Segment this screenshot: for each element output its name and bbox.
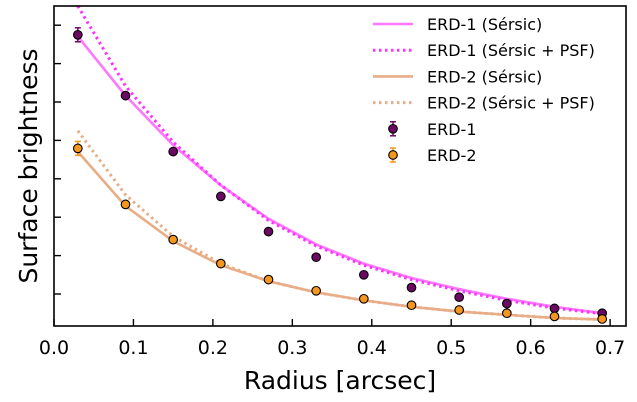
data-point [72, 29, 83, 40]
x-axis: 0.0 0.1 0.2 0.3 0.4 0.5 0.6 0.7 [39, 319, 625, 359]
series-line [76, 35, 603, 315]
data-point [597, 314, 608, 324]
series-line [76, 150, 603, 321]
legend-label: ERD-2 (Sérsic) [427, 67, 542, 86]
legend: ERD-1 (Sérsic) ERD-1 (Sérsic + PSF) ERD-2 … [373, 15, 595, 165]
data-point [168, 234, 179, 245]
data-point [549, 303, 560, 314]
data-point [549, 311, 560, 322]
data-point [120, 199, 131, 210]
data-point [406, 300, 417, 311]
data-point [406, 282, 417, 293]
data-point [120, 90, 131, 101]
data-point [263, 274, 274, 285]
data-point [72, 143, 83, 154]
legend-label: ERD-1 [427, 120, 477, 139]
x-tick-label: 0.3 [277, 337, 307, 359]
x-tick-label: 0.1 [118, 337, 148, 359]
data-point [454, 292, 465, 303]
data-point [501, 308, 512, 319]
data-point [263, 226, 274, 237]
series-line [76, 129, 603, 322]
legend-label: ERD-2 (Sérsic + PSF) [427, 94, 595, 113]
data-point [358, 293, 369, 304]
data-point [215, 191, 226, 202]
x-tick-label: 0.0 [39, 337, 69, 359]
x-tick-label: 0.5 [436, 337, 466, 359]
plot-area [72, 5, 608, 324]
data-point [501, 298, 512, 309]
x-tick-label: 0.2 [198, 337, 228, 359]
data-point [311, 285, 322, 296]
x-tick-label: 0.6 [516, 337, 546, 359]
plot-frame [53, 5, 627, 327]
legend-label: ERD-1 (Sérsic) [427, 15, 542, 34]
x-tick-label: 0.4 [357, 337, 387, 359]
legend-label: ERD-2 [427, 146, 477, 165]
y-axis-label: Surface brightness [14, 48, 43, 283]
legend-label: ERD-1 (Sérsic + PSF) [427, 41, 595, 60]
legend-marker [388, 150, 398, 160]
x-tick-label: 0.7 [595, 337, 625, 359]
data-point [311, 252, 322, 263]
data-point [215, 258, 226, 269]
legend-marker [388, 123, 398, 134]
y-axis [54, 24, 61, 295]
data-point [454, 305, 465, 315]
data-point [358, 269, 369, 280]
data-point [168, 146, 179, 157]
x-axis-label: Radius [arcsec] [244, 366, 436, 395]
